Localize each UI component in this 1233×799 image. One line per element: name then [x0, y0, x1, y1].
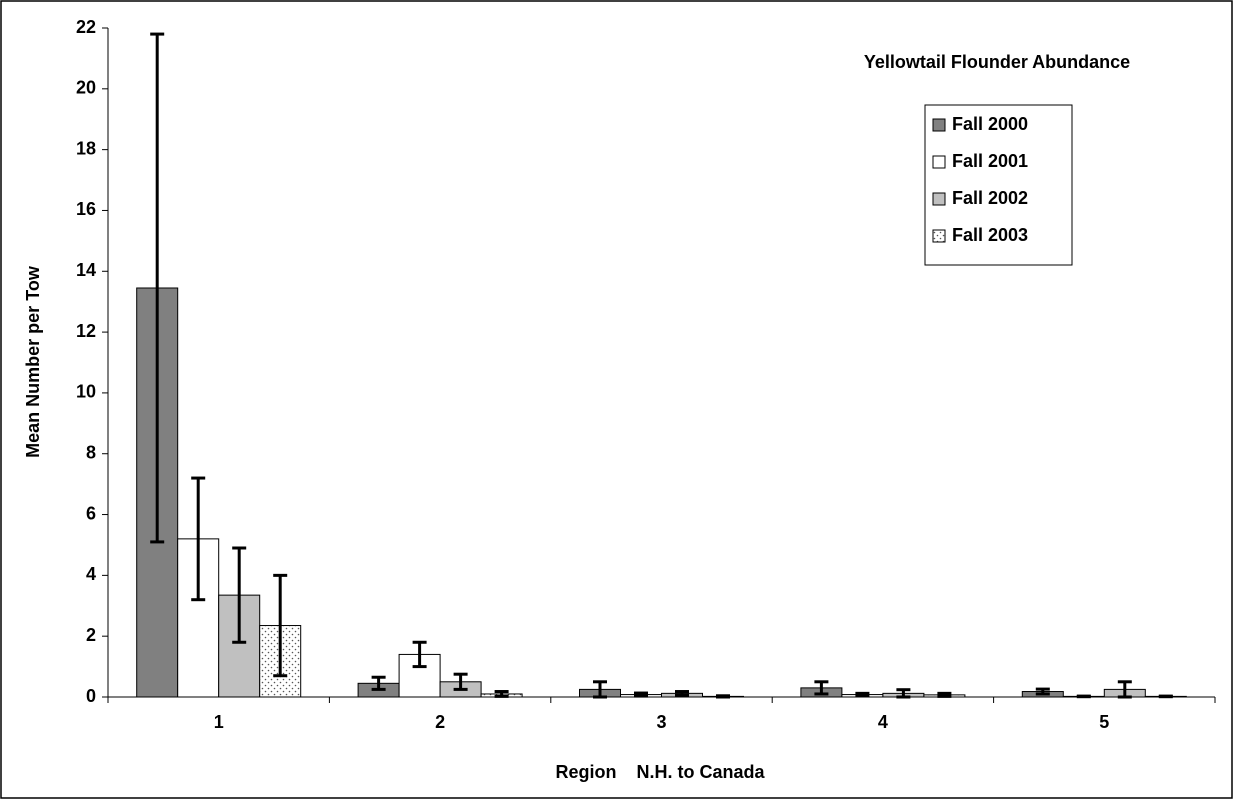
y-tick-label: 22: [76, 17, 96, 37]
x-tick-label: 5: [1099, 712, 1109, 732]
error-bar: [855, 691, 870, 698]
legend-swatch: [932, 229, 946, 243]
error-bar: [232, 546, 247, 644]
y-tick-label: 18: [76, 138, 96, 158]
legend-label: Fall 2003: [952, 225, 1028, 245]
error-bar: [675, 690, 689, 697]
error-bar: [896, 688, 911, 699]
x-tick-label: 3: [656, 712, 666, 732]
x-tick-label: 4: [878, 712, 888, 732]
error-bar: [1076, 694, 1091, 699]
legend-swatch: [932, 118, 946, 132]
error-bar: [412, 640, 427, 669]
y-tick-label: 20: [76, 78, 96, 98]
error-bar: [371, 675, 386, 691]
error-bar: [1117, 680, 1132, 699]
error-bar: [453, 672, 468, 691]
legend-label: Fall 2000: [952, 114, 1028, 134]
error-bar: [716, 694, 730, 699]
error-bar: [593, 680, 607, 699]
y-tick-label: 0: [86, 686, 96, 706]
error-bar: [191, 476, 206, 602]
x-tick-label: 2: [435, 712, 445, 732]
legend-box: [924, 104, 1073, 266]
chart-title: Yellowtail Flounder Abundance: [864, 52, 1130, 72]
legend-label: Fall 2001: [952, 151, 1028, 171]
y-tick-label: 12: [76, 321, 96, 341]
y-tick-label: 2: [86, 625, 96, 645]
x-tick-label: 1: [214, 712, 224, 732]
x-axis-label: Region N.H. to Canada: [555, 762, 765, 782]
legend-label: Fall 2002: [952, 188, 1028, 208]
y-tick-label: 10: [76, 382, 96, 402]
y-axis-label: Mean Number per Tow: [23, 265, 43, 458]
error-bar: [494, 690, 509, 698]
error-bar: [814, 680, 829, 696]
y-tick-label: 6: [86, 503, 96, 523]
error-bar: [937, 691, 952, 698]
error-bar: [273, 573, 288, 678]
y-tick-label: 8: [86, 442, 96, 462]
y-tick-label: 4: [86, 564, 96, 584]
error-bar: [1158, 694, 1173, 699]
error-bar: [150, 32, 165, 544]
y-tick-label: 14: [76, 260, 96, 280]
error-bar: [1035, 687, 1050, 696]
error-bar: [634, 691, 648, 698]
legend-swatch: [932, 192, 946, 206]
legend-swatch: [932, 155, 946, 169]
y-tick-label: 16: [76, 199, 96, 219]
